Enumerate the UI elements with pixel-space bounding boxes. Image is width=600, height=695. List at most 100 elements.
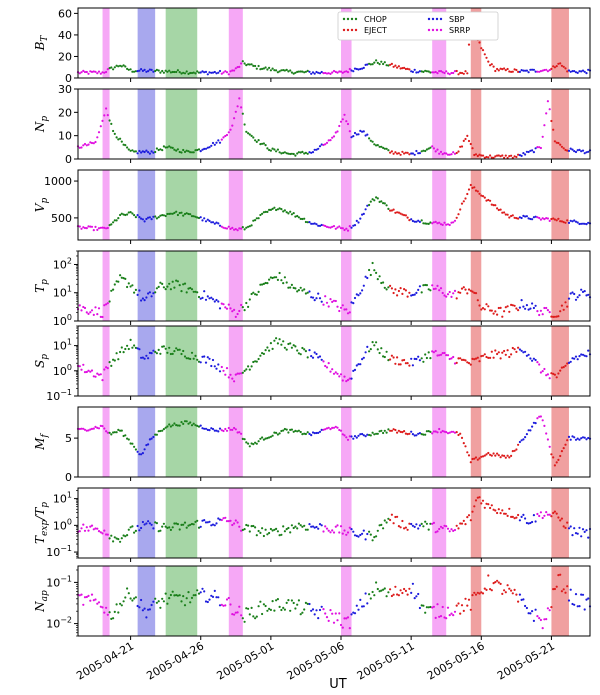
data-point [96, 527, 99, 530]
data-point [85, 70, 88, 74]
data-point [329, 428, 332, 431]
data-point [408, 153, 411, 156]
data-point [438, 354, 441, 357]
data-point [434, 349, 437, 353]
data-point [489, 199, 492, 202]
data-point [171, 146, 174, 149]
data-point [439, 615, 443, 618]
data-point [353, 296, 357, 300]
data-point [383, 286, 386, 289]
data-point [543, 514, 546, 517]
shaded-interval-srrp [341, 326, 352, 396]
data-point [497, 454, 500, 457]
data-point [387, 149, 390, 152]
data-point [353, 435, 357, 438]
data-point [334, 299, 337, 303]
data-point [97, 373, 101, 376]
y-axis-label: BT [33, 35, 50, 52]
data-point [585, 294, 588, 297]
data-point [548, 69, 551, 72]
data-point [587, 536, 590, 539]
data-point [417, 527, 420, 530]
legend-marker [342, 28, 346, 32]
data-point [236, 521, 239, 524]
data-point [278, 338, 281, 341]
data-point [483, 454, 486, 457]
panels-layer: 0204060BT0102030Np5001000Vp100101102Tp10… [33, 7, 592, 640]
legend-label: SBP [449, 15, 465, 24]
data-point [310, 434, 313, 437]
data-point [145, 354, 148, 357]
data-point [450, 71, 453, 75]
data-point [245, 441, 248, 444]
data-point [225, 71, 229, 74]
data-point [343, 228, 346, 232]
data-point [140, 453, 143, 456]
data-point [338, 124, 341, 128]
data-point [296, 70, 299, 73]
data-point [555, 376, 558, 379]
data-point [532, 68, 536, 71]
data-point [348, 311, 351, 314]
data-point [536, 615, 539, 618]
data-point [425, 284, 428, 287]
data-point [127, 592, 130, 595]
data-point [403, 527, 406, 530]
data-point [169, 352, 172, 356]
data-point [271, 147, 274, 150]
data-point [538, 216, 541, 220]
data-point [559, 62, 562, 65]
data-point [380, 145, 383, 148]
data-point [325, 427, 329, 430]
data-point [543, 218, 546, 221]
shaded-interval-eject [470, 488, 482, 558]
data-point [450, 221, 453, 224]
data-point [364, 351, 367, 354]
data-point [334, 131, 337, 134]
data-point [196, 70, 199, 73]
data-point [394, 515, 397, 519]
data-point [476, 591, 479, 594]
data-point [441, 153, 444, 156]
data-point [462, 72, 465, 75]
data-point [518, 348, 522, 351]
data-point [101, 425, 104, 428]
data-point [480, 154, 483, 157]
data-points [76, 261, 592, 319]
data-point [201, 519, 204, 522]
data-point [254, 219, 257, 222]
data-point [94, 375, 97, 378]
data-point [141, 218, 144, 221]
data-point [460, 436, 464, 439]
data-point [283, 346, 286, 349]
data-point [148, 291, 151, 294]
data-point [189, 71, 192, 75]
data-point [404, 289, 407, 292]
data-point [371, 431, 374, 434]
data-point [369, 63, 372, 66]
data-point [480, 591, 483, 594]
data-point [541, 313, 544, 316]
data-point [278, 605, 281, 609]
data-point [192, 215, 195, 218]
data-point [339, 429, 343, 432]
data-point [453, 610, 457, 613]
data-point [571, 602, 574, 606]
data-point [280, 152, 283, 155]
data-point [546, 70, 550, 73]
data-point [89, 225, 92, 228]
data-point [469, 142, 472, 146]
data-point [127, 68, 130, 71]
data-point [538, 617, 541, 620]
data-point [99, 315, 102, 318]
x-axis: 2005-04-21 2005-04-26 2005-05-01 2005-05-06… [74, 639, 557, 682]
data-point [389, 588, 392, 591]
data-point [171, 212, 174, 215]
data-point [245, 226, 248, 229]
data-points [76, 496, 592, 543]
data-point [138, 453, 141, 456]
data-point [346, 312, 350, 315]
data-point [557, 315, 560, 318]
data-point [176, 213, 179, 217]
data-point [329, 531, 332, 534]
